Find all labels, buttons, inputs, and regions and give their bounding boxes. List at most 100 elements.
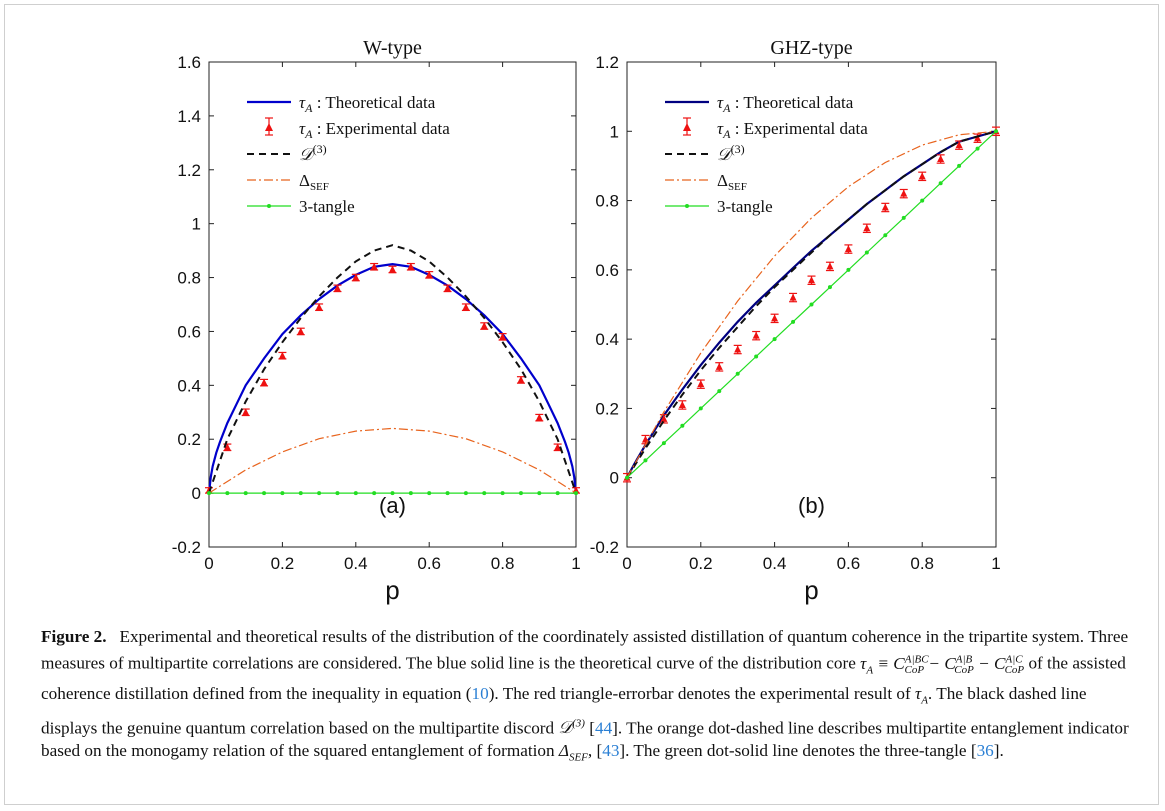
ref-36-link[interactable]: 36	[976, 741, 994, 761]
data-point-dot	[883, 233, 888, 238]
y-tick-label: 1.4	[177, 107, 201, 126]
data-point-dot	[864, 250, 869, 255]
y-tick-label: -0.2	[172, 538, 201, 557]
data-point-dot	[555, 491, 560, 496]
x-axis-label: p	[804, 575, 818, 605]
chart-title: W-type	[363, 37, 422, 59]
chart-title: GHZ-type	[770, 37, 852, 59]
data-point-dot	[957, 163, 962, 168]
data-point-triangle	[808, 276, 815, 284]
data-point-dot	[975, 146, 980, 151]
caption-math-tau: τA	[915, 684, 928, 707]
data-point-triangle	[480, 322, 488, 330]
data-point-triangle	[881, 203, 889, 211]
x-tick-label: 1	[991, 554, 1000, 573]
series-solid-line	[207, 262, 578, 494]
data-point-triangle	[955, 141, 963, 149]
data-point-triangle	[333, 284, 341, 292]
data-point-dot	[372, 491, 377, 496]
data-point-triangle	[826, 262, 834, 270]
data-point-dot	[661, 441, 666, 446]
data-point-dot	[827, 285, 832, 290]
data-point-triangle	[444, 284, 452, 292]
data-point-dot	[698, 406, 703, 411]
y-tick-label: 1.6	[177, 53, 201, 72]
data-point-dot	[574, 491, 578, 496]
y-tick-label: 0.8	[177, 269, 201, 288]
y-tick-label: -0.2	[590, 538, 619, 557]
chart-panel-a: 0 0.2 0.4 0.6 0.8 1-0.200.20.40.60.811.21.41.…	[172, 37, 581, 605]
caption-text-2: of the assisted coherence distillation d…	[41, 653, 1126, 704]
y-tick-label: 0	[192, 484, 201, 503]
data-point-dot	[643, 458, 648, 463]
y-tick-label: 0.6	[177, 322, 201, 341]
legend-label: ΔSEF	[717, 171, 747, 193]
data-point-triangle	[863, 224, 871, 232]
x-tick-label: 0.2	[689, 554, 713, 573]
series-dashdot-line	[626, 130, 997, 478]
data-point-dot	[262, 491, 267, 496]
data-point-triangle	[462, 303, 470, 311]
data-point-triangle	[844, 245, 852, 253]
data-point-dot	[280, 491, 285, 496]
data-point-triangle	[752, 331, 760, 339]
legend-label: 𝒟(3)	[717, 142, 745, 164]
data-point-triangle	[223, 443, 231, 451]
data-point-triangle	[937, 155, 945, 162]
data-point-triangle	[499, 332, 507, 340]
legend-swatch-triangle	[683, 123, 691, 131]
data-point-dot	[243, 491, 248, 496]
y-tick-label: 1	[192, 215, 201, 234]
plot-area-border	[208, 61, 577, 548]
data-point-dot	[901, 215, 906, 220]
caption-text-4: . The black dashed line displays the gen…	[41, 684, 1087, 738]
data-point-triangle	[678, 400, 686, 408]
data-point-triangle	[535, 413, 543, 421]
data-point-dot	[298, 491, 303, 496]
data-point-triangle	[297, 327, 305, 335]
ref-43-link[interactable]: 43	[602, 741, 620, 761]
data-point-triangle	[771, 314, 779, 322]
legend-label: ΔSEF	[299, 171, 329, 193]
data-point-triangle	[407, 262, 415, 270]
data-point-dot	[625, 475, 629, 480]
y-tick-label: 0.2	[177, 430, 201, 449]
data-point-dot	[518, 491, 523, 496]
y-tick-label: 1.2	[595, 53, 619, 72]
data-point-dot	[537, 491, 542, 496]
x-tick-label: 1	[571, 554, 580, 573]
y-tick-label: 0.4	[595, 330, 619, 349]
data-point-triangle	[389, 265, 396, 273]
data-point-dot	[463, 491, 468, 496]
x-tick-label: 0.8	[910, 554, 934, 573]
figure-caption: Figure 2. Experimental and theoretical r…	[41, 625, 1136, 770]
legend-label: τA : Experimental data	[717, 119, 868, 141]
x-tick-label: 0	[204, 554, 213, 573]
series-dashed-line	[626, 130, 997, 479]
series-dashed-line	[208, 244, 577, 494]
y-tick-label: 0	[610, 469, 619, 488]
data-point-dot	[408, 491, 413, 496]
data-point-dot	[317, 491, 322, 496]
data-point-dot	[791, 319, 796, 324]
data-point-triangle	[918, 172, 926, 180]
legend-label: τA : Theoretical data	[717, 93, 854, 115]
legend-swatch-triangle	[265, 123, 273, 131]
legend-label: 3-tangle	[717, 197, 773, 216]
y-tick-label: 0.8	[595, 192, 619, 211]
series-dashdot-line	[208, 427, 577, 494]
legend-label: 𝒟(3)	[299, 142, 327, 164]
caption-math-sef: ΔSEF	[558, 741, 588, 764]
legend-swatch-dot	[685, 204, 689, 208]
ref-eq-10-link[interactable]: 10	[471, 684, 489, 704]
data-point-dot	[994, 129, 998, 134]
data-point-triangle	[660, 414, 668, 422]
data-point-triangle	[517, 375, 525, 383]
legend-label: τA : Theoretical data	[299, 93, 436, 115]
data-point-dot	[938, 181, 943, 186]
x-tick-label: 0.4	[763, 554, 787, 573]
data-point-dot	[353, 491, 358, 496]
figure-canvas: 0 0.2 0.4 0.6 0.8 1-0.200.20.40.60.811.21.41.…	[172, 37, 1001, 605]
ref-44-link[interactable]: 44	[594, 718, 613, 738]
caption-label: Figure 2.	[41, 627, 107, 646]
